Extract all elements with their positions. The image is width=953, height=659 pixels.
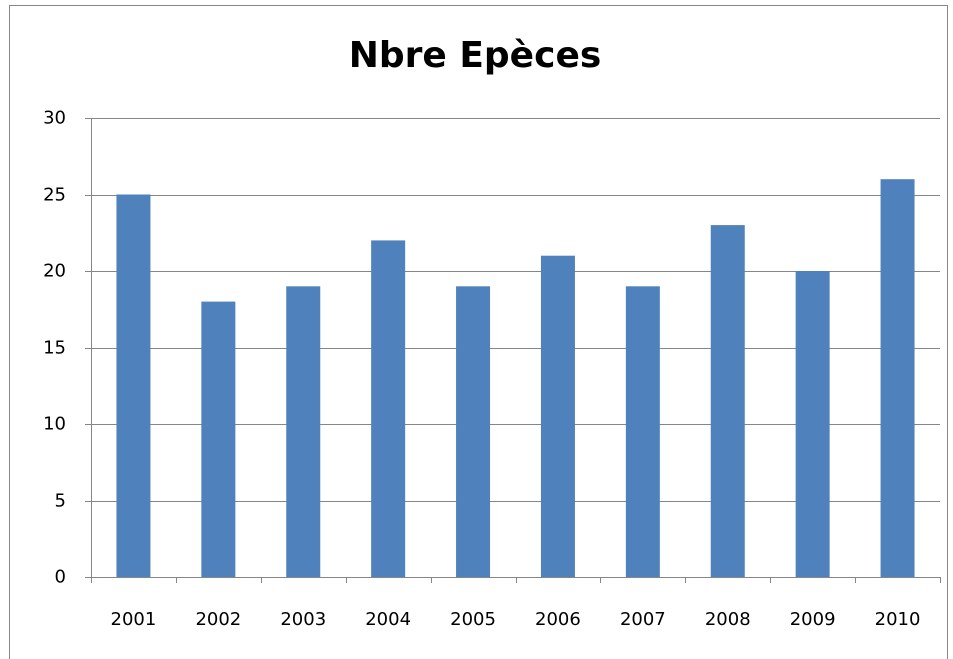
y-tick-label: 20 [43, 261, 66, 282]
x-tick-label: 2010 [875, 609, 921, 630]
y-tick-label: 5 [55, 491, 66, 512]
bar [286, 286, 321, 577]
x-tick-label: 2009 [790, 609, 836, 630]
x-tick-label: 2008 [705, 609, 751, 630]
bar [880, 179, 915, 577]
bar [456, 286, 491, 577]
x-tick-label: 2002 [195, 609, 241, 630]
x-tick-label: 2006 [535, 609, 581, 630]
y-tick-label: 30 [43, 108, 66, 129]
bar [710, 225, 745, 577]
bar [201, 301, 236, 577]
x-tick-label: 2003 [280, 609, 326, 630]
x-tick-label: 2007 [620, 609, 666, 630]
y-tick-label: 25 [43, 185, 66, 206]
bar [795, 271, 830, 577]
bar [625, 286, 660, 577]
y-tick-label: 0 [55, 567, 66, 588]
x-tick-label: 2001 [111, 609, 157, 630]
y-tick-label: 15 [43, 338, 66, 359]
y-tick-label: 10 [43, 414, 66, 435]
bar [116, 194, 151, 577]
bar [540, 255, 575, 577]
x-tick-label: 2004 [365, 609, 411, 630]
chart-title: Nbre Epèces [349, 35, 602, 76]
x-tick-label: 2005 [450, 609, 496, 630]
bar [371, 240, 406, 577]
